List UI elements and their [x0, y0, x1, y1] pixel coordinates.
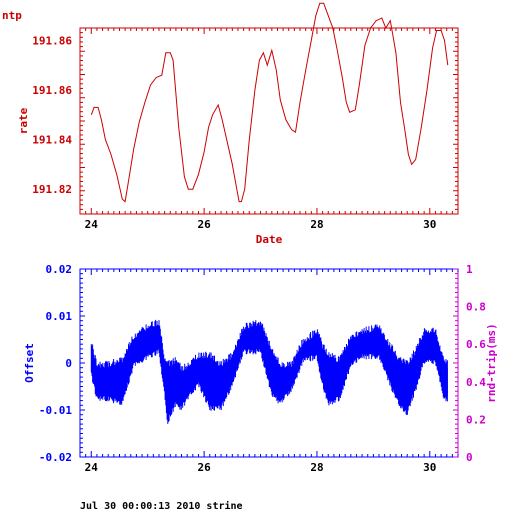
offset-x-tick-label: 24 [85, 461, 99, 474]
offset-y-tick-label: 0.02 [46, 263, 73, 276]
rate-x-tick-label: 26 [197, 218, 211, 231]
offset-x-tick-label: 26 [197, 461, 211, 474]
rate-y-axis-label: rate [17, 107, 30, 134]
corner-label: ntp [2, 9, 22, 22]
offset-y-tick-label: 0 [65, 357, 72, 370]
roundtrip-y-tick-label: 0.4 [466, 376, 486, 389]
rate-y-tick-label: 191.84 [32, 134, 72, 147]
roundtrip-y-axis-label: rnd-trip(ms) [485, 323, 498, 402]
roundtrip-y-tick-label: 0.2 [466, 413, 486, 426]
rate-y-tick-label: 191.86 [32, 84, 72, 97]
offset-x-tick-label: 28 [310, 461, 323, 474]
rate-chart-frame [79, 27, 459, 215]
rate-y-tick-label: 191.82 [32, 183, 72, 196]
footer-timestamp: Jul 30 00:00:13 2010 strine [80, 500, 243, 512]
offset-x-tick-label: 30 [423, 461, 436, 474]
roundtrip-y-tick-label: 0.6 [466, 338, 486, 351]
offset-chart: -0.02 -0.01 0 0.01 0.02 0 0.2 0.4 0.6 0.8 1 24 26 2… [23, 263, 498, 474]
roundtrip-y-tick-label: 0.8 [466, 301, 486, 314]
rate-series-line [90, 2, 449, 203]
offset-y-tick-label: 0.01 [46, 310, 73, 323]
offset-y-axis-label: Offset [23, 343, 36, 383]
offset-series-noise [90, 319, 448, 424]
rate-x-tick-label: 28 [310, 218, 323, 231]
offset-y-tick-label: -0.01 [39, 404, 72, 417]
roundtrip-y-tick-label: 0 [466, 451, 473, 464]
rate-chart: 191.82 191.84 191.86 191.86 24 26 28 30 rate D… [17, 2, 459, 246]
rate-y-tick-label: 191.86 [32, 34, 72, 47]
rate-x-tick-label: 30 [423, 218, 436, 231]
rate-x-tick-label: 24 [85, 218, 99, 231]
roundtrip-y-tick-label: 1 [466, 263, 473, 276]
offset-y-tick-label: -0.02 [39, 451, 72, 464]
rate-x-axis-label: Date [256, 233, 283, 246]
